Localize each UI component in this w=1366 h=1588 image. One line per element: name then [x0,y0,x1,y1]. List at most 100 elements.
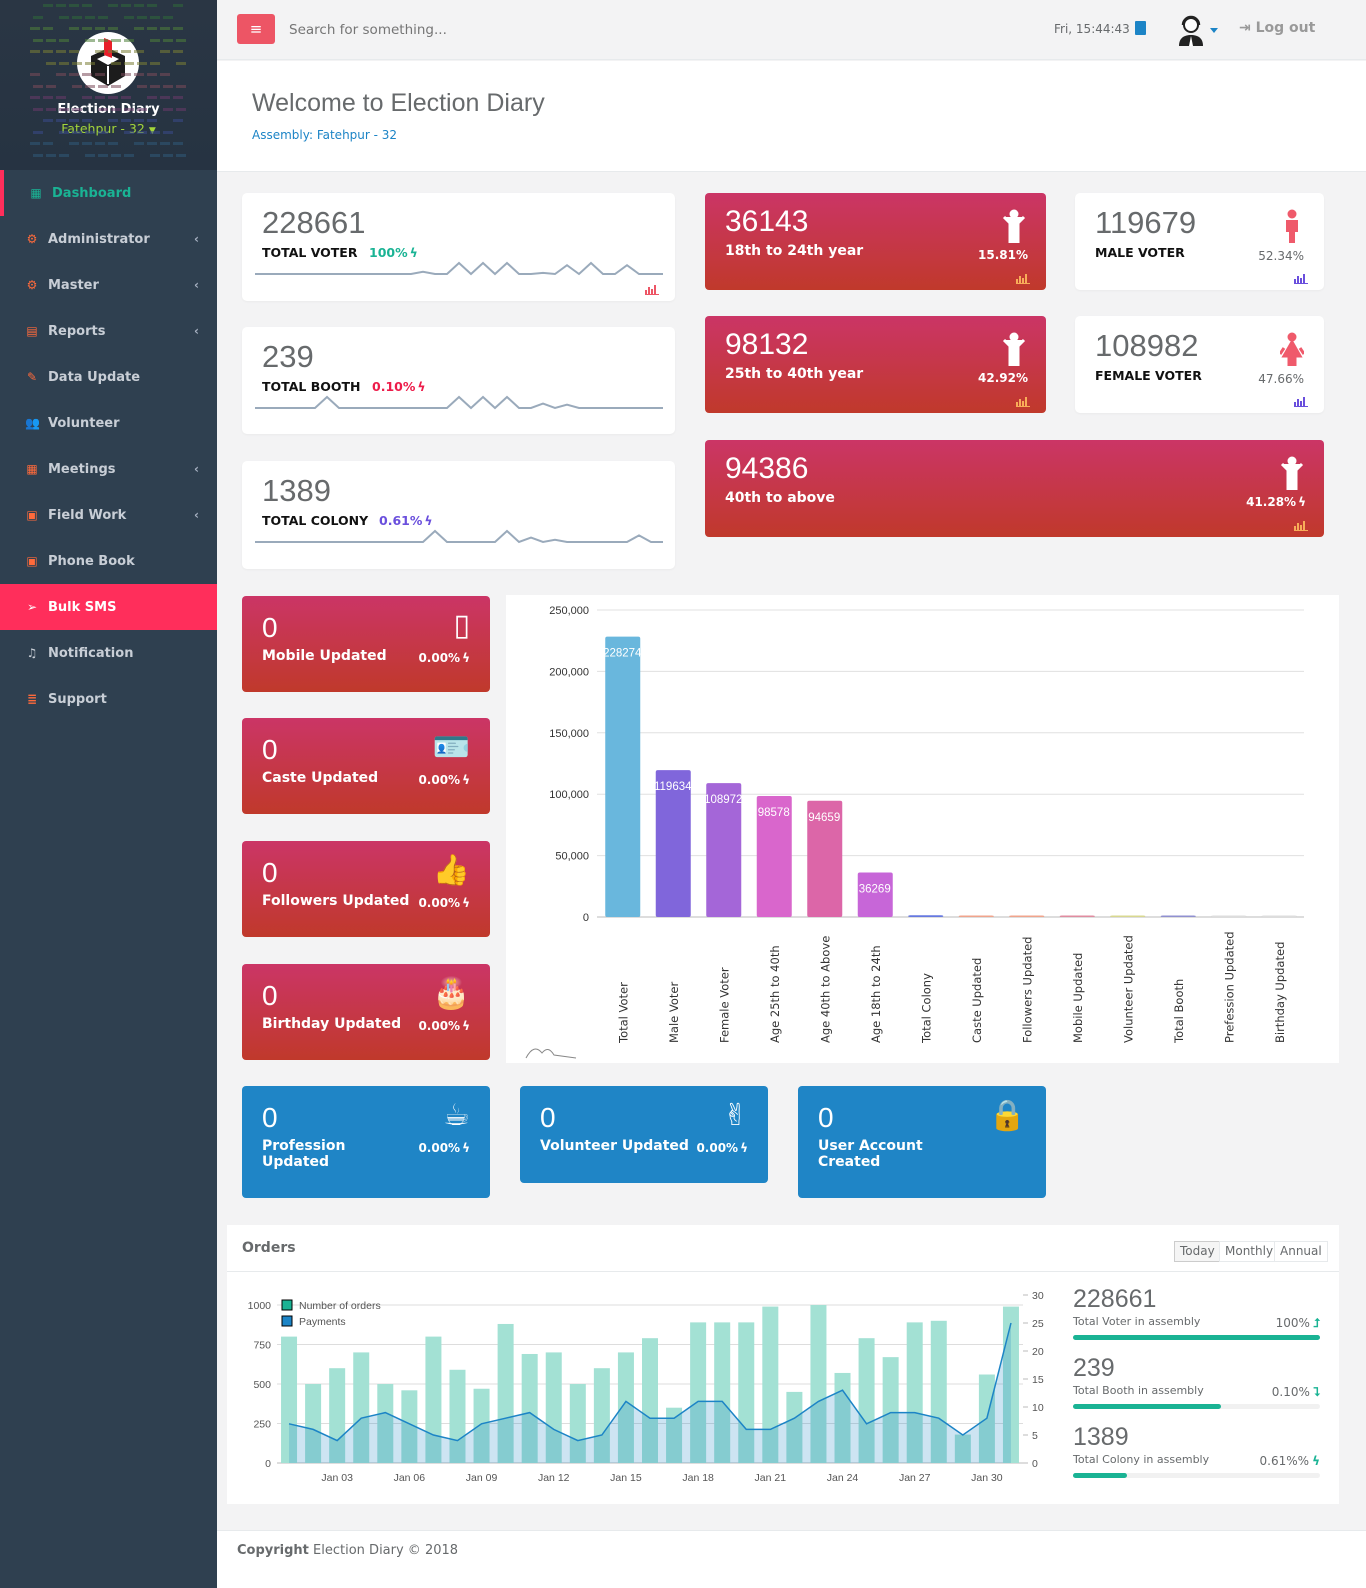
percent-text: 100% [369,245,408,260]
equalizer-cell [95,50,105,53]
sidebar-item-field-work[interactable]: ▣ Field Work ‹ [0,492,217,538]
page-heading: Welcome to Election Diary Assembly: Fate… [217,61,1366,172]
equalizer-cell [59,15,69,19]
equalizer-cell [98,15,108,19]
bar-chart-icon[interactable] [1294,397,1308,407]
orders-panel: Orders Today Monthly Annual 0 250 500 750 10… [227,1225,1339,1504]
users-icon: 👥 [25,416,40,430]
equalizer-cell [134,119,144,122]
summary-card-total-colony: 1389 TOTAL COLONY 0.61% ϟ [242,461,675,569]
sidebar-item-meetings[interactable]: ▦ Meetings ‹ [0,446,217,492]
equalizer-cell [30,73,40,76]
bar-chart-icon[interactable] [1294,274,1308,284]
equalizer-cell [72,15,82,19]
thumbs-up-icon: 👍 [432,853,470,888]
tab-today[interactable]: Today [1174,1241,1221,1262]
sidebar-item-phone-book[interactable]: ▣ Phone Book [0,538,217,584]
orders-title: Orders [242,1240,296,1256]
percent-text: 0.10% [372,379,416,394]
sidebar-item-reports[interactable]: ▤ Reports ‹ [0,308,217,354]
x-tick-label: Jan 27 [899,1472,931,1484]
menu-toggle-button[interactable]: ≡ [237,14,275,44]
equalizer-cell [59,153,69,157]
equalizer-cell [173,50,183,53]
voter-stats-bar-chart: 0 50,000 100,000 150,000 200,000 250,000 22827… [506,595,1339,1063]
age-card-3: 94386 40th to above 41.28% ϟ [705,440,1324,537]
tab-annual[interactable]: Annual [1274,1241,1328,1262]
equalizer-cell [160,96,170,99]
stat-percent: 0.61%% ϟ [1260,1454,1320,1468]
card-label: Profession Updated [262,1138,346,1170]
equalizer-cell [147,142,157,145]
avatar[interactable] [1177,14,1205,46]
bolt-icon: ϟ [740,1141,748,1155]
percent-text: 0.00% [418,1019,461,1033]
progress-fill [1073,1473,1128,1478]
x-tick-label: Jan 12 [538,1472,570,1484]
sparkline-line [255,261,663,276]
document-icon[interactable] [1135,21,1146,35]
bar-chart-icon[interactable] [1016,274,1030,284]
equalizer-cell [137,107,147,111]
equalizer-cell [124,15,134,19]
card-percent: 0.00% ϟ [418,773,470,787]
sidebar-item-data-update[interactable]: ✎ Data Update [0,354,217,400]
page-title: Welcome to Election Diary [252,89,545,117]
bolt-icon: ϟ [1312,1454,1320,1468]
bar-chart-icon[interactable] [1016,397,1030,407]
y-tick-label: 50,000 [555,851,589,863]
bar [1160,915,1196,917]
card-label: FEMALE VOTER [1095,368,1202,383]
equalizer-cell [134,142,144,145]
sidebar-item-administrator[interactable]: ⚙ Administrator ‹ [0,216,217,262]
orders-bar [353,1352,370,1463]
tab-monthly[interactable]: Monthly [1219,1241,1280,1262]
card-percent: 41.28% ϟ [1246,495,1306,509]
equalizer-cell [82,96,92,99]
logout-link[interactable]: ⇥ Log out [1239,20,1315,36]
sidebar-item-dashboard[interactable]: ▦ Dashboard [0,170,217,216]
user-menu-caret-icon[interactable] [1210,28,1218,33]
address-book-icon: ▣ [26,554,38,568]
search-input[interactable] [289,18,649,42]
equalizer-cell [33,15,43,19]
breadcrumb: Assembly: Fatehpur - 32 [252,128,398,142]
sidebar-item-bulk-sms[interactable]: ➢ Bulk SMS [0,584,217,630]
sidebar-item-master[interactable]: ⚙ Master ‹ [0,262,217,308]
sidebar-item-label: Master [48,277,99,293]
card-value: 0 [262,1102,278,1133]
sidebar-item-support[interactable]: ≣ Support [0,676,217,722]
orders-bar [521,1353,538,1463]
orders-bar [281,1336,298,1463]
equalizer-cell [147,73,157,76]
male-figure-icon [1286,209,1298,243]
child-icon [1002,332,1026,366]
bolt-icon: ϟ [462,896,470,910]
assembly-dropdown[interactable]: Fatehpur - 32 ▼ [0,121,217,136]
bar [958,915,994,917]
equalizer-cell [134,50,144,53]
card-value: 36143 [725,205,809,238]
data-label: 94659 [808,812,840,824]
chevron-left-icon: ‹ [194,278,199,292]
sidebar-item-notification[interactable]: ♫ Notification [0,630,217,676]
y-right-tick-label: 0 [1032,1458,1038,1470]
x-tick-label: Jan 30 [971,1472,1003,1484]
stat-percent: 0.10% ⮧ [1272,1385,1320,1400]
sidebar-item-volunteer[interactable]: 👥 Volunteer [0,400,217,446]
equalizer-cell [33,84,43,88]
equalizer-cell [72,130,82,134]
equalizer-cell [85,38,95,42]
bar-chart-icon[interactable] [1294,521,1308,531]
y-tick-label: 100,000 [549,789,589,801]
cogs-icon: ⚙ [26,278,38,292]
orders-bar [377,1384,394,1463]
bar-chart-icon[interactable] [645,285,659,295]
y-tick-label: 200,000 [549,666,589,678]
stat-value: 1389 [1073,1423,1129,1451]
card-value: 239 [262,339,314,374]
sidebar-item-label: Phone Book [48,553,135,569]
bar [1009,915,1045,917]
equalizer-cell [163,38,173,42]
peace-hand-icon: ✌ [722,1098,748,1133]
